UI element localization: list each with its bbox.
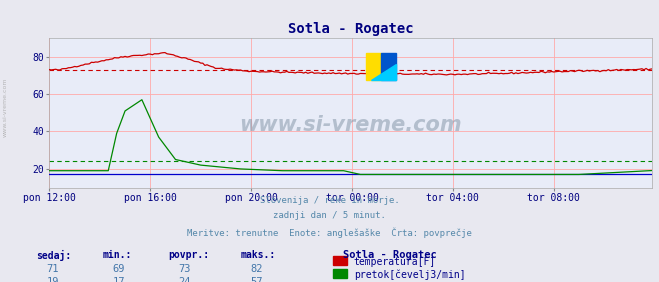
Text: 19: 19 [47, 277, 59, 282]
FancyBboxPatch shape [366, 53, 381, 80]
Text: 57: 57 [251, 277, 263, 282]
Text: temperatura[F]: temperatura[F] [354, 257, 436, 267]
Text: 71: 71 [47, 264, 59, 274]
Text: maks.:: maks.: [241, 250, 275, 259]
Text: sedaj:: sedaj: [36, 250, 71, 261]
Polygon shape [370, 64, 396, 80]
Text: pretok[čevelj3/min]: pretok[čevelj3/min] [354, 270, 465, 280]
Text: Meritve: trenutne  Enote: anglešaške  Črta: povprečje: Meritve: trenutne Enote: anglešaške Črta… [187, 227, 472, 237]
Title: Sotla - Rogatec: Sotla - Rogatec [288, 21, 414, 36]
Text: zadnji dan / 5 minut.: zadnji dan / 5 minut. [273, 212, 386, 221]
Text: 17: 17 [113, 277, 125, 282]
FancyBboxPatch shape [381, 53, 396, 80]
Text: povpr.:: povpr.: [168, 250, 209, 259]
Text: 73: 73 [179, 264, 190, 274]
Text: 69: 69 [113, 264, 125, 274]
Text: 82: 82 [251, 264, 263, 274]
Text: min.:: min.: [102, 250, 132, 259]
Text: www.si-vreme.com: www.si-vreme.com [240, 115, 462, 135]
Text: 24: 24 [179, 277, 190, 282]
Text: www.si-vreme.com: www.si-vreme.com [3, 78, 8, 137]
Text: Slovenija / reke in morje.: Slovenija / reke in morje. [260, 196, 399, 205]
Text: Sotla - Rogatec: Sotla - Rogatec [343, 250, 436, 259]
